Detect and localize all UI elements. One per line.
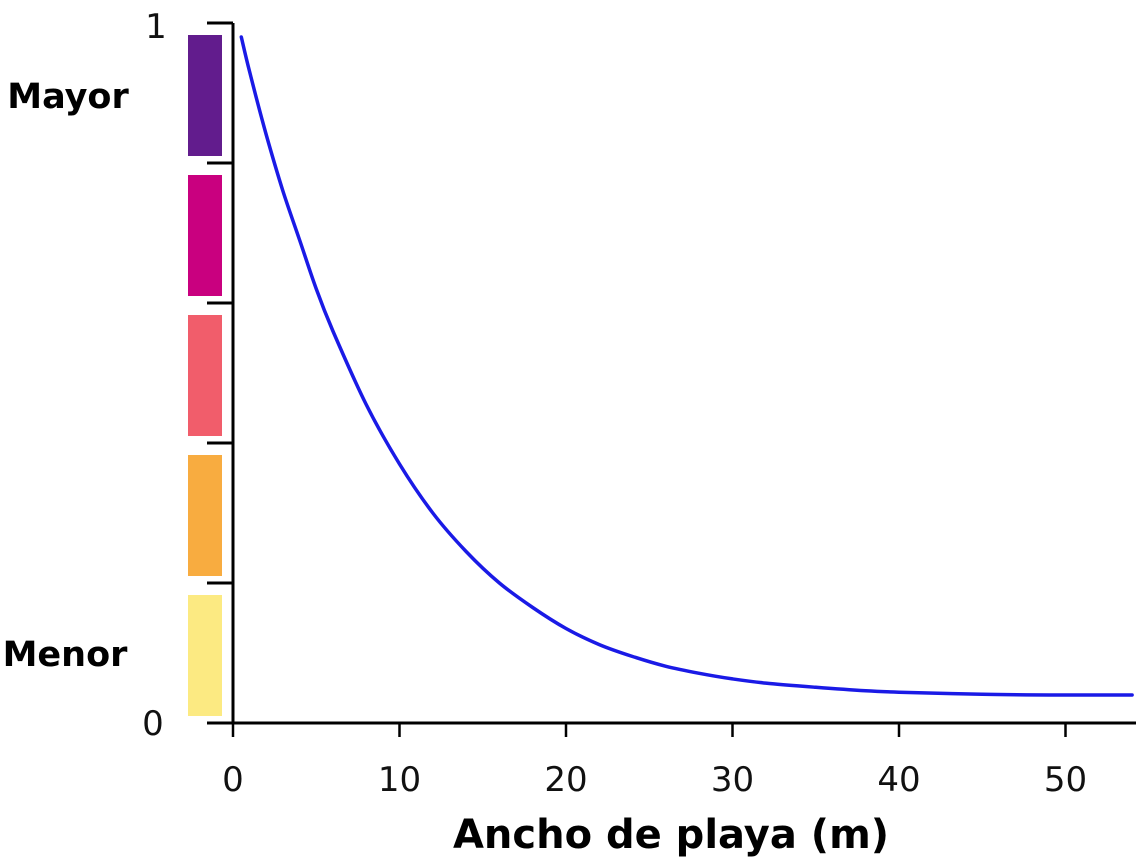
x-tick-label: 0 [222, 760, 244, 800]
x-tick-label: 50 [1044, 760, 1087, 800]
color-scale-block [188, 175, 222, 296]
y-level-label-high: Mayor [7, 77, 129, 117]
x-tick-label: 10 [378, 760, 421, 800]
x-axis-title: Ancho de playa (m) [453, 812, 889, 858]
color-scale-block [188, 35, 222, 156]
x-axis-ticks: 0 10 20 30 40 50 [222, 723, 1087, 800]
color-scale-block [188, 315, 222, 436]
color-scale-block [188, 595, 222, 716]
y-tick-label-bottom: 0 [142, 704, 164, 744]
y-axis-ticks [207, 21, 233, 725]
color-scale-block [188, 455, 222, 576]
y-tick-label-top: 1 [145, 7, 167, 47]
x-tick-label: 40 [877, 760, 920, 800]
x-tick-label: 30 [711, 760, 754, 800]
x-tick-label: 20 [544, 760, 587, 800]
y-level-label-low: Menor [3, 635, 129, 675]
color-scale [188, 35, 222, 716]
series-line [239, 35, 1134, 697]
